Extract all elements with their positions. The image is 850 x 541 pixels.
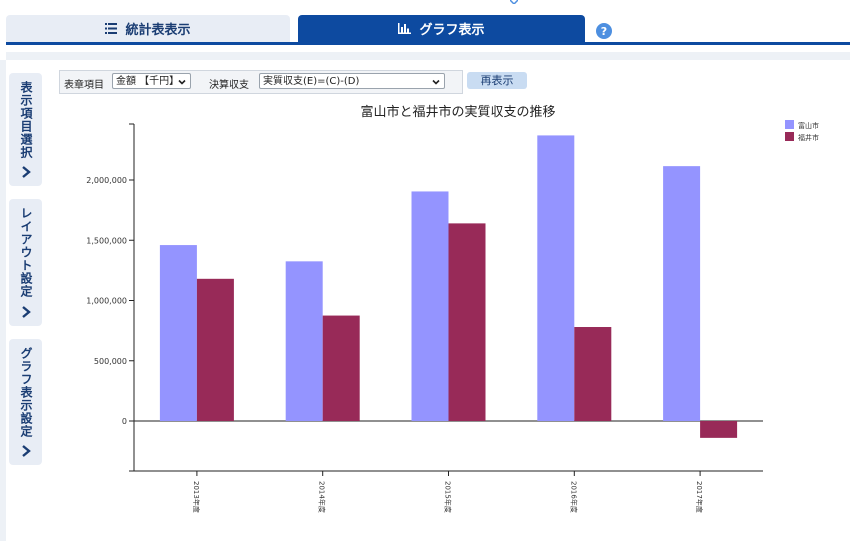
side-tab-label: 表示項目選択	[19, 81, 33, 159]
bar-toyama	[411, 191, 449, 421]
redisplay-button[interactable]: 再表示	[467, 72, 527, 89]
chevron-down-icon	[178, 79, 186, 85]
bar-toyama	[663, 166, 701, 421]
balance-select[interactable]: 実質収支(E)=(C)-(D)	[259, 73, 445, 89]
tab-underline	[6, 42, 850, 45]
side-tab-display-items[interactable]: 表示項目選択	[9, 73, 42, 186]
caret-down-icon	[510, 0, 518, 4]
item-label: 表章項目	[64, 80, 104, 91]
tab-graph-label: グラフ表示	[419, 23, 485, 38]
side-tab-label: レイアウト設定	[19, 207, 33, 298]
legend-label: 福井市	[798, 133, 819, 142]
bar-toyama	[537, 135, 575, 422]
bar-fukui	[196, 278, 234, 421]
bar-fukui	[448, 223, 486, 421]
y-tick-label: 500,000	[94, 357, 127, 366]
bar-fukui	[700, 421, 738, 438]
x-tick-label: 2014年度	[318, 481, 327, 513]
bar-fukui	[322, 315, 360, 421]
chevron-down-icon	[432, 79, 440, 85]
bar-toyama	[285, 261, 323, 421]
tab-statistics-table[interactable]: 統計表表示	[6, 15, 290, 42]
side-tab-graph-settings[interactable]: グラフ表示設定	[9, 339, 42, 465]
balance-label: 決算収支	[209, 80, 249, 91]
chevron-right-icon	[22, 166, 31, 178]
bar-toyama	[159, 245, 197, 421]
x-tick-label: 2013年度	[192, 481, 201, 513]
chevron-right-icon	[22, 306, 31, 318]
x-tick-label: 2016年度	[569, 481, 578, 513]
legend-swatch	[785, 132, 794, 141]
y-tick-label: 2,000,000	[86, 176, 127, 185]
legend-swatch	[785, 120, 794, 129]
item-select-value: 金額 【千円】	[116, 76, 180, 87]
list-icon	[105, 23, 118, 34]
bar-chart-icon	[398, 23, 412, 34]
y-tick-label: 0	[122, 417, 127, 426]
tab-statistics-label: 統計表表示	[125, 23, 191, 38]
legend-label: 富山市	[798, 121, 819, 130]
item-select[interactable]: 金額 【千円】	[112, 73, 191, 89]
left-gutter	[0, 60, 6, 541]
y-tick-label: 1,000,000	[86, 297, 127, 306]
bar-fukui	[574, 327, 612, 421]
tab-bar: 統計表表示 グラフ表示 ?	[0, 0, 850, 46]
control-bar: 表章項目 金額 【千円】 決算収支 実質収支(E)=(C)-(D)	[59, 70, 463, 94]
chevron-right-icon	[22, 445, 31, 457]
balance-select-value: 実質収支(E)=(C)-(D)	[263, 76, 360, 87]
side-tab-label: グラフ表示設定	[19, 347, 33, 438]
side-tab-layout[interactable]: レイアウト設定	[9, 199, 42, 326]
x-tick-label: 2017年度	[695, 481, 704, 513]
help-icon[interactable]: ?	[596, 23, 612, 39]
header-band	[6, 52, 850, 60]
x-tick-label: 2015年度	[444, 481, 453, 513]
y-tick-label: 1,500,000	[86, 236, 127, 245]
tab-graph[interactable]: グラフ表示	[298, 15, 585, 42]
chart-title: 富山市と福井市の実質収支の推移	[360, 104, 555, 120]
